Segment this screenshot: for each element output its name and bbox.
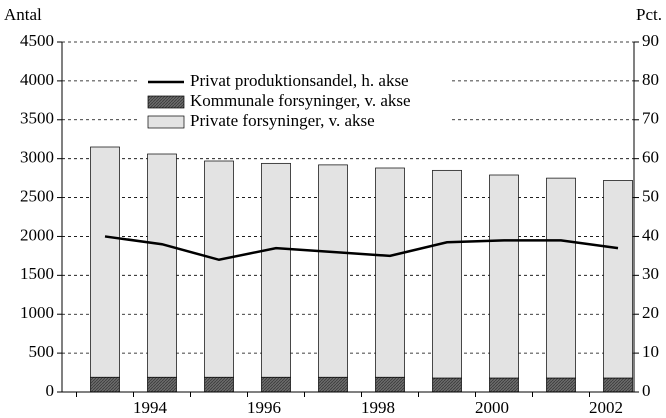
bar xyxy=(489,377,519,393)
y2-axis-label: Pct. xyxy=(636,5,662,24)
bar xyxy=(318,164,348,378)
y-tick-label: 0 xyxy=(46,381,55,400)
bar xyxy=(318,376,348,393)
y2-tick-label: 90 xyxy=(642,31,659,50)
bar xyxy=(375,167,405,378)
bar xyxy=(147,153,177,378)
bar xyxy=(375,376,405,393)
bar xyxy=(147,376,177,393)
line xyxy=(104,235,619,262)
bar xyxy=(204,376,234,393)
y2-tick-label: 0 xyxy=(642,381,651,400)
x-tick-label: 2002 xyxy=(589,398,623,417)
y-tick-label: 2000 xyxy=(20,225,54,244)
y-tick-label: 1000 xyxy=(20,303,54,322)
bar xyxy=(603,180,633,379)
bar xyxy=(489,174,519,379)
x-tick-label: 2000 xyxy=(475,398,509,417)
legend-box xyxy=(140,67,450,131)
y2-tick-label: 50 xyxy=(642,186,659,205)
bar xyxy=(261,376,291,393)
y-axis-label: Antal xyxy=(4,5,42,24)
y2-tick-label: 60 xyxy=(642,148,659,167)
x-tick-label: 1998 xyxy=(361,398,395,417)
legend-label: Privat produktionsandel, h. akse xyxy=(190,71,409,90)
legend-swatch xyxy=(147,95,185,109)
y-tick-label: 3000 xyxy=(20,148,54,167)
y2-tick-label: 70 xyxy=(642,109,659,128)
bar xyxy=(546,377,576,393)
bar xyxy=(204,160,234,378)
y2-tick-label: 20 xyxy=(642,303,659,322)
y-tick-label: 3500 xyxy=(20,109,54,128)
y-tick-label: 500 xyxy=(29,342,55,361)
legend-label: Private forsyninger, v. akse xyxy=(190,111,375,130)
bar xyxy=(603,377,633,393)
y2-tick-label: 10 xyxy=(642,342,659,361)
y2-tick-label: 80 xyxy=(642,70,659,89)
y-tick-label: 1500 xyxy=(20,264,54,283)
bar xyxy=(432,169,462,379)
bar xyxy=(261,162,291,378)
bar xyxy=(90,376,120,393)
bar xyxy=(90,146,120,378)
x-tick-label: 1994 xyxy=(133,398,168,417)
legend-swatch xyxy=(147,115,185,129)
legend-label: Kommunale forsyninger, v. akse xyxy=(190,91,411,110)
bar xyxy=(432,377,462,393)
y2-tick-label: 40 xyxy=(642,225,659,244)
y-tick-label: 4000 xyxy=(20,70,54,89)
y-tick-label: 2500 xyxy=(20,186,54,205)
y-tick-label: 4500 xyxy=(20,31,54,50)
y2-tick-label: 30 xyxy=(642,264,659,283)
x-tick-label: 1996 xyxy=(247,398,281,417)
bar xyxy=(546,177,576,379)
